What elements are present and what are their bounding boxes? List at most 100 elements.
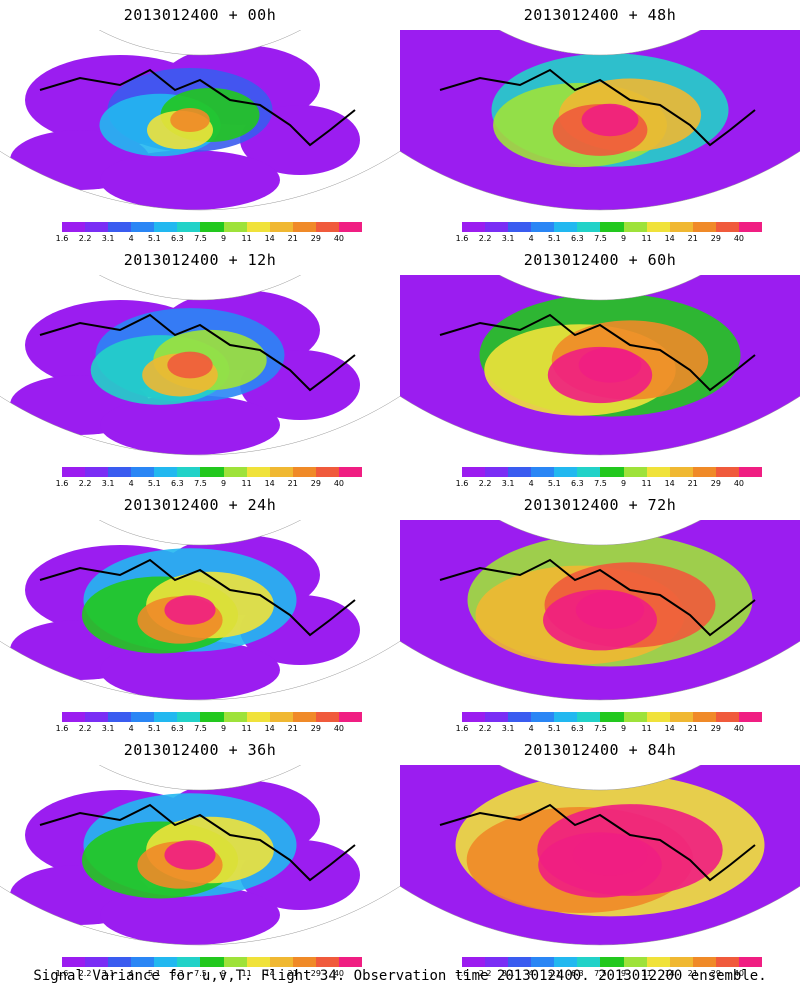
colorbar: [462, 467, 763, 477]
colorbar-swatch: [646, 467, 670, 477]
colorbar-tick-label: 40: [733, 479, 745, 488]
colorbar-swatch: [269, 712, 293, 722]
colorbar-swatch: [154, 467, 178, 477]
colorbar-tick-label: 11: [241, 234, 252, 243]
polar-map: [400, 30, 800, 211]
colorbar-swatch: [62, 712, 86, 722]
colorbar-swatch: [715, 957, 739, 967]
colorbar-tick-label: 4: [128, 479, 134, 488]
colorbar-tick-label: 1.6: [455, 234, 469, 243]
colorbar-tick-label: 29: [710, 724, 721, 733]
colorbar-tick-label: 14: [664, 724, 675, 733]
panel-title: 2013012400 + 60h: [523, 251, 677, 269]
colorbar-tick-label: 11: [641, 479, 652, 488]
colorbar-swatch: [577, 712, 601, 722]
map-panel-84h: 2013012400 + 84h 1.6 2.2 3.1 4 5.1 6.3 7.5 9 11 14…: [400, 735, 800, 980]
colorbar-swatch: [508, 467, 532, 477]
colorbar-tick-label: 4: [128, 969, 134, 978]
colorbar-tick-label: 5.1: [147, 234, 161, 243]
colorbar-tick-label: 5.1: [547, 234, 561, 243]
colorbar-tick-label: 3.1: [101, 234, 115, 243]
colorbar: [62, 712, 363, 722]
colorbar-tick-label: 1.6: [455, 969, 469, 978]
colorbar-swatch: [269, 957, 293, 967]
colorbar-swatch: [338, 712, 363, 722]
colorbar-tick-label: 21: [287, 479, 298, 488]
colorbar-tick-label: 7.5: [194, 724, 207, 733]
variance-blob: [170, 108, 210, 132]
colorbar-swatch: [646, 957, 670, 967]
colorbar-tick-label: 9: [620, 479, 627, 488]
colorbar-tick-label: 9: [620, 234, 627, 243]
colorbar-tick-label: 9: [620, 724, 627, 733]
map-panel-12h: 2013012400 + 12h 1.6 2.2 3.1 4 5.1 6.3 7.5 9 11 14…: [0, 245, 400, 490]
colorbar-swatch: [738, 957, 763, 967]
colorbar-tick-label: 11: [641, 234, 652, 243]
polar-map: [400, 520, 800, 701]
colorbar-swatch: [646, 222, 670, 232]
map-border: [400, 275, 800, 456]
colorbar-swatch: [131, 712, 155, 722]
panel-title: 2013012400 + 00h: [123, 6, 277, 24]
colorbar-tick-label: 11: [241, 969, 252, 978]
colorbar-tick-label: 1.6: [55, 479, 69, 488]
colorbar-swatch: [715, 467, 739, 477]
colorbar-swatch: [531, 957, 555, 967]
colorbar-tick-label: 7.5: [594, 479, 607, 488]
map-border: [0, 520, 400, 701]
panel-title: 2013012400 + 36h: [123, 741, 277, 759]
colorbar-swatch: [338, 467, 363, 477]
polar-map: [400, 275, 800, 456]
colorbar: [62, 957, 363, 967]
colorbar-tick-label: 7.5: [594, 234, 607, 243]
colorbar-swatch: [669, 712, 693, 722]
colorbar-tick-label: 2.2: [478, 724, 492, 733]
colorbar-tick-label: 1.6: [455, 724, 469, 733]
colorbar-swatch: [292, 957, 316, 967]
colorbar-swatch: [108, 957, 132, 967]
colorbar-swatch: [692, 712, 716, 722]
colorbar-swatch: [246, 222, 270, 232]
colorbar-swatch: [715, 712, 739, 722]
colorbar-swatch: [315, 957, 339, 967]
map-panel-00h: 2013012400 + 00h 1.6 2.2 3.1 4 5.1 6.3 7.5 9 11 14…: [0, 0, 400, 245]
colorbar-tick-label: 3.1: [501, 479, 515, 488]
colorbar-tick-label: 7.5: [594, 724, 607, 733]
variance-blob: [581, 103, 639, 137]
colorbar-tick-label: 2.2: [478, 234, 492, 243]
colorbar-swatch: [462, 222, 486, 232]
colorbar-swatch: [200, 957, 224, 967]
colorbar-tick-label: 4: [528, 724, 534, 733]
colorbar-tick-label: 40: [333, 969, 345, 978]
colorbar-tick-label: 5.1: [147, 724, 161, 733]
colorbar-ticks: 1.6 2.2 3.1 4 5.1 6.3 7.5 9 11 14 21 29 40: [452, 234, 772, 246]
colorbar-tick-label: 40: [333, 479, 345, 488]
colorbar-tick-label: 9: [620, 969, 627, 978]
variance-blob: [240, 105, 360, 175]
colorbar-swatch: [531, 467, 555, 477]
colorbar-swatch: [200, 467, 224, 477]
colorbar-swatch: [508, 222, 532, 232]
colorbar-swatch: [462, 712, 486, 722]
colorbar-swatch: [108, 222, 132, 232]
colorbar-tick-label: 29: [710, 479, 721, 488]
colorbar-swatch: [315, 222, 339, 232]
colorbar-tick-label: 6.3: [571, 479, 584, 488]
variance-blob: [100, 150, 280, 210]
colorbar-swatch: [623, 712, 647, 722]
colorbar-swatch: [485, 957, 509, 967]
colorbar-tick-label: 4: [128, 724, 134, 733]
colorbar-tick-label: 29: [710, 969, 721, 978]
polar-map: [0, 30, 400, 211]
panel-title: 2013012400 + 12h: [123, 251, 277, 269]
map-border: [0, 275, 400, 456]
colorbar-tick-label: 29: [710, 234, 721, 243]
colorbar-tick-label: 7.5: [194, 479, 207, 488]
colorbar-swatch: [154, 222, 178, 232]
colorbar-tick-label: 11: [241, 724, 252, 733]
colorbar-swatch: [485, 467, 509, 477]
colorbar-swatch: [154, 957, 178, 967]
colorbar-tick-label: 7.5: [194, 234, 207, 243]
colorbar-tick-label: 3.1: [101, 969, 115, 978]
colorbar-tick-label: 21: [287, 969, 298, 978]
